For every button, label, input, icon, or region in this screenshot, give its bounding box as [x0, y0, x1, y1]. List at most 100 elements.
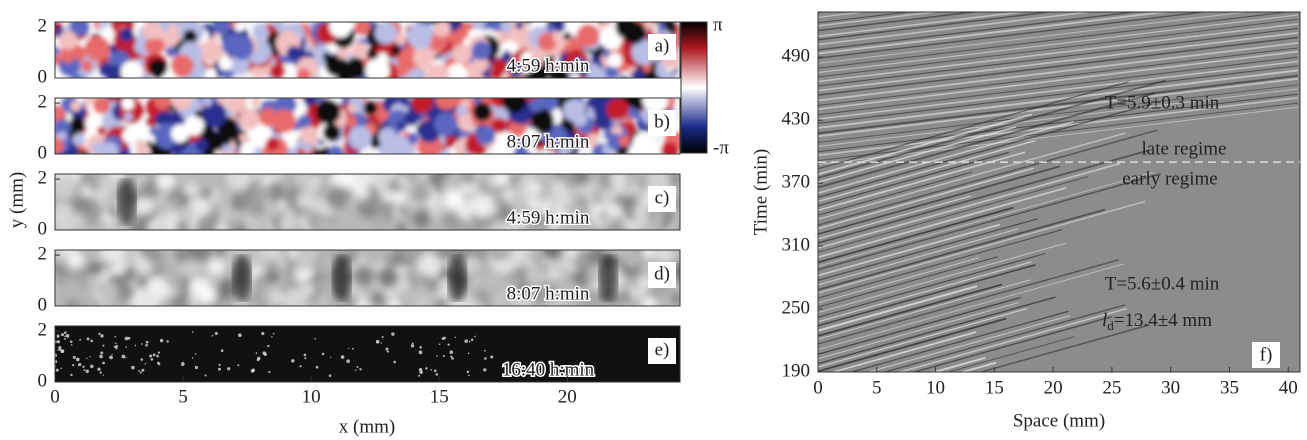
y-tick-label: 2: [38, 319, 48, 340]
droplet: [70, 340, 73, 343]
y-tick-label: 2: [38, 167, 48, 188]
droplet: [382, 336, 384, 338]
gray-blob: [632, 282, 640, 290]
gray-blob: [267, 223, 276, 232]
gray-blob: [436, 298, 448, 310]
droplet: [267, 345, 269, 347]
x-axis-label: x (mm): [339, 416, 395, 437]
dark-band: [232, 254, 252, 302]
droplet: [125, 346, 127, 348]
gray-blob: [352, 182, 368, 198]
phase-blob: [306, 130, 319, 143]
gray-blob: [279, 215, 298, 234]
y-tick-label: 2: [38, 91, 48, 112]
droplet: [195, 366, 198, 369]
gray-blob: [283, 193, 295, 205]
gray-blob: [176, 221, 188, 233]
phase-blob: [351, 42, 367, 58]
phase-blob: [413, 47, 434, 68]
y-tick-label: 0: [38, 142, 48, 163]
droplet: [448, 344, 450, 346]
phase-blob: [328, 146, 343, 161]
phase-blob: [402, 143, 415, 156]
gray-blob: [187, 295, 198, 306]
droplet: [355, 370, 356, 371]
phase-blob: [266, 137, 279, 150]
dark-band: [447, 254, 467, 302]
y-tick-label: 0: [38, 370, 48, 391]
droplet: [376, 341, 378, 343]
droplet: [99, 355, 103, 359]
droplet: [181, 362, 185, 366]
droplet: [60, 367, 62, 369]
droplet: [58, 346, 61, 349]
gray-blob: [430, 209, 441, 220]
droplet: [125, 357, 126, 358]
droplet: [443, 355, 445, 357]
phase-blob: [121, 97, 134, 110]
gray-blob: [209, 259, 224, 274]
colorbar: [681, 22, 707, 153]
x-tick-label: 0: [813, 377, 823, 398]
phase-blob: [316, 99, 341, 124]
droplet: [474, 336, 476, 338]
phase-blob: [298, 115, 311, 128]
annotation: late regime: [1142, 138, 1227, 159]
gray-blob: [147, 276, 168, 297]
droplet: [215, 332, 218, 335]
x-tick-label: 20: [1044, 377, 1063, 398]
droplet: [425, 367, 427, 369]
phase-blob: [397, 121, 405, 129]
droplet: [450, 355, 452, 357]
phase-blob: [354, 18, 371, 35]
gray-blob: [525, 264, 544, 283]
phase-blob: [472, 41, 491, 60]
droplet: [98, 333, 100, 335]
kymograph-image: [818, 0, 1300, 423]
droplet: [359, 368, 361, 370]
gray-blob: [59, 280, 78, 299]
dark-band: [332, 254, 352, 302]
droplet: [79, 339, 81, 341]
phase-blob: [195, 110, 203, 118]
phase-blob: [100, 142, 119, 161]
droplet: [469, 341, 471, 343]
droplet: [391, 332, 394, 335]
panel-label: f): [1260, 344, 1273, 365]
gray-blob: [174, 247, 190, 263]
droplet: [140, 358, 143, 361]
droplet: [315, 338, 317, 340]
gray-blob: [293, 296, 306, 309]
figure: 02a)4:59 h:min02b)8:07 h:min02c)4:59 h:m…: [0, 0, 1307, 440]
x-tick-label: 5: [872, 377, 882, 398]
droplet: [128, 337, 131, 340]
droplet: [57, 334, 60, 337]
gray-blob: [216, 246, 226, 256]
phase-blob: [136, 141, 147, 152]
droplet: [386, 348, 389, 351]
droplet: [138, 370, 140, 372]
phase-blob: [576, 24, 599, 47]
droplet: [419, 351, 423, 355]
droplet: [273, 333, 275, 335]
annotation: T=5.9±0.3 min: [1105, 92, 1220, 113]
droplet: [140, 371, 142, 373]
droplet: [464, 339, 468, 343]
gray-blob: [253, 274, 269, 290]
x-tick-label: 15: [985, 377, 1004, 398]
x-tick-label: 10: [302, 386, 321, 407]
phase-blob: [184, 116, 204, 136]
phase-blob: [476, 126, 495, 145]
gray-blob: [623, 250, 640, 267]
gray-blob: [94, 291, 104, 301]
gray-blob: [178, 205, 194, 221]
phase-blob: [458, 28, 469, 39]
gray-blob: [225, 216, 241, 232]
gray-blob: [388, 256, 400, 268]
droplet: [329, 374, 332, 377]
panel-label: a): [655, 35, 670, 56]
phase-blob: [287, 46, 301, 60]
y-tick-label: 0: [38, 218, 48, 239]
droplet: [141, 343, 143, 345]
phase-blob: [404, 111, 419, 126]
